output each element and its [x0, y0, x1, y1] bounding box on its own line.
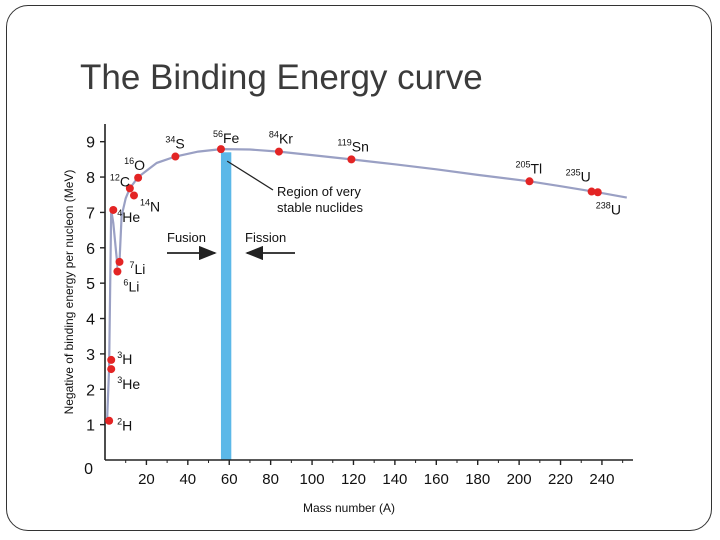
nuclide-symbol: H	[122, 351, 132, 367]
y-tick-label: 2	[86, 382, 95, 399]
x-tick-label: 160	[424, 471, 449, 488]
nuclide-mass-number: 2	[117, 417, 122, 427]
fission-label: Fission	[245, 230, 286, 245]
y-tick-label: 8	[86, 170, 95, 187]
nuclide-label: 3H	[117, 350, 132, 367]
nuclide-label: 6Li	[123, 277, 139, 294]
x-tick-label: 100	[300, 471, 325, 488]
nuclide-point-h-2	[105, 416, 114, 425]
nuclide-mass-number: 84	[269, 130, 279, 140]
nuclide-symbol: U	[611, 201, 621, 217]
nuclide-point-u-235	[587, 187, 596, 196]
x-tick-label: 180	[465, 471, 490, 488]
nuclide-label: 56Fe	[213, 129, 240, 146]
nuclide-symbol: Kr	[279, 131, 293, 147]
x-tick-label: 200	[507, 471, 532, 488]
x-tick-label: 240	[589, 471, 614, 488]
nuclide-mass-number: 6	[123, 277, 128, 287]
nuclide-point-u-238	[593, 188, 602, 197]
nuclide-symbol: Li	[128, 278, 139, 294]
y-axis-label: Negative of binding energy per nucleon (…	[62, 170, 76, 415]
nuclide-symbol: O	[134, 157, 145, 173]
nuclide-point-c-12	[125, 184, 134, 193]
x-tick-label: 60	[221, 471, 238, 488]
nuclide-label: 3He	[117, 375, 140, 392]
nuclide-label: 238U	[596, 200, 621, 217]
nuclide-point-he-4	[109, 205, 118, 214]
nuclide-symbol: U	[581, 169, 591, 185]
nuclide-point-li-7	[115, 257, 124, 266]
stable-nuclides-band	[220, 152, 232, 460]
nuclide-mass-number: 205	[515, 159, 530, 169]
nuclide-point-h-3	[107, 355, 116, 364]
y-tick-label: 9	[86, 135, 95, 152]
nuclide-point-n-14	[129, 191, 138, 200]
nuclide-mass-number: 16	[124, 156, 134, 166]
nuclide-mass-number: 238	[596, 200, 611, 210]
nuclide-mass-number: 3	[117, 350, 122, 360]
nuclide-symbol: He	[122, 376, 140, 392]
nuclide-point-li-6	[113, 267, 122, 276]
nuclide-mass-number: 235	[566, 168, 581, 178]
nuclide-point-s-34	[171, 152, 180, 161]
nuclide-mass-number: 34	[165, 135, 175, 145]
nuclide-mass-number: 119	[337, 137, 351, 147]
nuclide-label: 235U	[566, 168, 591, 185]
nuclide-label: 119Sn	[337, 137, 368, 154]
origin-label: 0	[84, 461, 93, 478]
nuclide-mass-number: 56	[213, 129, 223, 139]
x-axis-label: Mass number (A)	[303, 501, 395, 515]
nuclide-point-kr-84	[274, 147, 283, 156]
binding-energy-curve	[106, 147, 627, 421]
x-tick-label: 20	[138, 471, 155, 488]
nuclide-label: 16O	[124, 156, 145, 173]
nuclide-point-fe-56	[216, 145, 225, 154]
nuclide-label: 2H	[117, 417, 132, 434]
y-tick-label: 1	[86, 418, 95, 435]
nuclide-mass-number: 14	[140, 197, 150, 207]
slide-title: The Binding Energy curve	[80, 58, 483, 97]
nuclide-symbol: Sn	[352, 138, 369, 154]
region-pointer-line	[226, 160, 274, 191]
nuclide-point-he-3	[107, 365, 116, 374]
region-annotation-line2: stable nuclides	[277, 200, 363, 215]
nuclide-label: 205Tl	[515, 159, 542, 176]
y-tick-label: 4	[86, 312, 95, 329]
nuclide-symbol: Tl	[531, 160, 543, 176]
nuclide-mass-number: 12	[110, 172, 120, 182]
x-tick-label: 140	[382, 471, 407, 488]
x-tick-label: 120	[341, 471, 366, 488]
nuclide-symbol: He	[122, 209, 140, 225]
nuclide-label: 7Li	[129, 260, 145, 277]
x-tick-label: 40	[179, 471, 196, 488]
nuclide-point-sn-119	[347, 155, 356, 164]
nuclide-label: 14N	[140, 197, 160, 214]
nuclide-mass-number: 7	[129, 260, 134, 270]
nuclide-label: 84Kr	[269, 130, 293, 147]
nuclide-symbol: S	[175, 136, 184, 152]
y-tick-label: 6	[86, 241, 95, 258]
nuclide-symbol: C	[120, 173, 130, 189]
nuclide-symbol: H	[122, 418, 132, 434]
nuclide-label: 34S	[165, 135, 184, 152]
nuclide-symbol: Li	[135, 261, 146, 277]
region-annotation-line1: Region of very	[277, 184, 361, 199]
nuclide-label: 4He	[117, 208, 140, 225]
nuclide-point-tl-205	[525, 177, 534, 186]
x-tick-label: 220	[548, 471, 573, 488]
nuclide-label: 12C	[110, 172, 130, 189]
nuclide-point-o-16	[134, 173, 143, 182]
nuclide-mass-number: 4	[117, 208, 122, 218]
y-tick-label: 7	[86, 205, 95, 222]
x-tick-label: 80	[262, 471, 279, 488]
slide-frame	[6, 5, 712, 531]
nuclide-mass-number: 3	[117, 375, 122, 385]
nuclide-symbol: Fe	[223, 130, 240, 146]
y-tick-label: 3	[86, 347, 95, 364]
fusion-label: Fusion	[167, 230, 206, 245]
y-tick-label: 5	[86, 276, 95, 293]
nuclide-symbol: N	[150, 198, 160, 214]
